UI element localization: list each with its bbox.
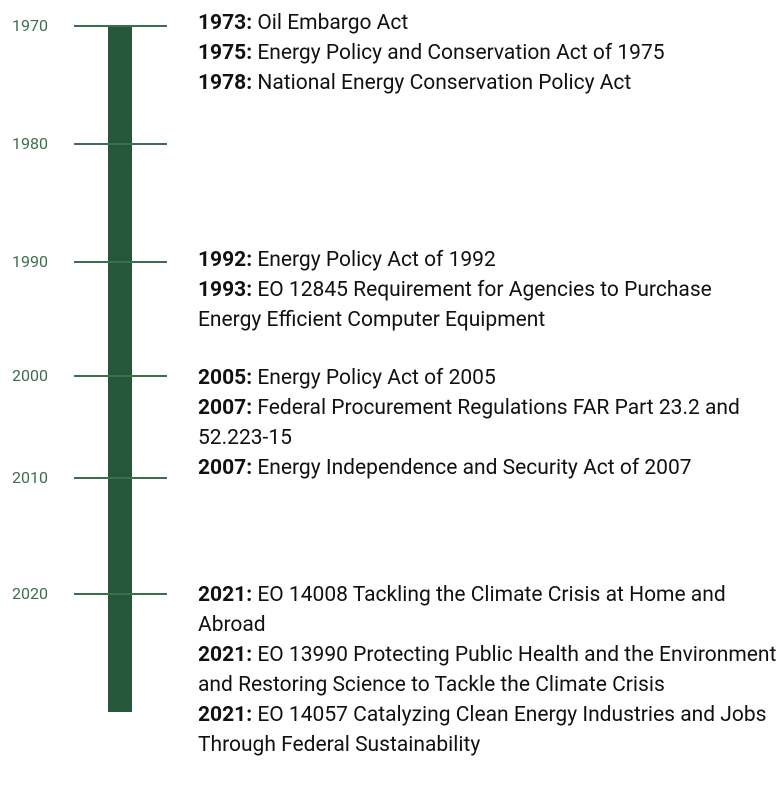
event-year: 2021: (198, 703, 253, 727)
event-text: EO 14057 Catalyzing Clean Energy Industr… (198, 703, 767, 757)
decade-tick (74, 261, 167, 263)
event-group: 1973: Oil Embargo Act 1975: Energy Policy… (198, 8, 779, 98)
event-text: Energy Policy Act of 2005 (257, 366, 496, 390)
event: 2021: EO 14008 Tackling the Climate Cris… (198, 580, 779, 640)
event: 1973: Oil Embargo Act (198, 8, 779, 38)
decade-tick (74, 593, 167, 595)
event-year: 2007: (198, 456, 253, 480)
event: 1993: EO 12845 Requirement for Agencies … (198, 275, 779, 335)
decade-tick (74, 25, 167, 27)
event: 1975: Energy Policy and Conservation Act… (198, 38, 779, 68)
event-group: 1992: Energy Policy Act of 1992 1993: EO … (198, 245, 779, 335)
event-text: EO 12845 Requirement for Agencies to Pur… (198, 278, 712, 332)
event-text: Energy Independence and Security Act of … (257, 456, 692, 480)
decade-label: 1990 (12, 252, 48, 271)
event-year: 1978: (198, 71, 253, 95)
decade-tick (74, 143, 167, 145)
decade-label: 2010 (12, 468, 48, 487)
event-year: 1992: (198, 248, 253, 272)
event: 2007: Energy Independence and Security A… (198, 453, 779, 483)
event-text: Energy Policy Act of 1992 (257, 248, 496, 272)
event-text: Energy Policy and Conservation Act of 19… (257, 41, 665, 65)
event-text: National Energy Conservation Policy Act (257, 71, 632, 95)
event: 1978: National Energy Conservation Polic… (198, 68, 779, 98)
event-text: EO 13990 Protecting Public Health and th… (198, 643, 777, 697)
timeline-bar (108, 26, 132, 712)
event-group: 2021: EO 14008 Tackling the Climate Cris… (198, 580, 779, 760)
event-year: 1993: (198, 278, 253, 302)
event-year: 1973: (198, 11, 253, 35)
decade-label: 1980 (12, 134, 48, 153)
event-year: 2021: (198, 583, 253, 607)
event-group: 2005: Energy Policy Act of 2005 2007: Fed… (198, 363, 779, 483)
decade-label: 1970 (12, 16, 48, 35)
event-text: Federal Procurement Regulations FAR Part… (198, 396, 740, 450)
event: 2021: EO 14057 Catalyzing Clean Energy I… (198, 700, 779, 760)
event-text: EO 14008 Tackling the Climate Crisis at … (198, 583, 726, 637)
event-text: Oil Embargo Act (257, 11, 409, 35)
event-year: 2005: (198, 366, 253, 390)
event: 2007: Federal Procurement Regulations FA… (198, 393, 779, 453)
decade-tick (74, 375, 167, 377)
event: 2005: Energy Policy Act of 2005 (198, 363, 779, 393)
event: 2021: EO 13990 Protecting Public Health … (198, 640, 779, 700)
event-year: 2007: (198, 396, 253, 420)
decade-label: 2020 (12, 584, 48, 603)
decade-tick (74, 477, 167, 479)
event-year: 1975: (198, 41, 253, 65)
decade-label: 2000 (12, 366, 48, 385)
event: 1992: Energy Policy Act of 1992 (198, 245, 779, 275)
event-year: 2021: (198, 643, 253, 667)
